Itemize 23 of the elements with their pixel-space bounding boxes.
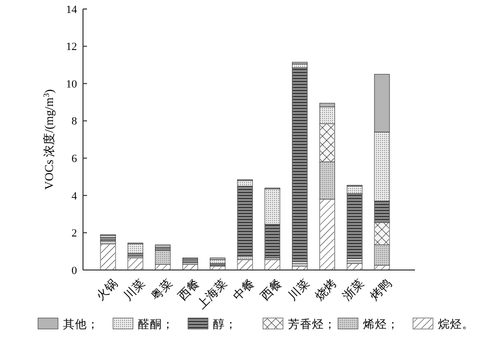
y-tick-label: 4 <box>72 190 78 202</box>
legend-label: 醇； <box>213 317 237 331</box>
x-tick-label: 粤菜 <box>148 276 175 304</box>
x-tick-label: 火锅 <box>93 276 120 304</box>
y-tick-label: 12 <box>66 41 77 54</box>
x-tick-label: 西餐 <box>258 276 284 304</box>
legend-label: 烷烃。 <box>438 318 474 331</box>
x-tick-label: 中餐 <box>230 276 258 304</box>
legend-label: 烯烃； <box>363 318 399 331</box>
y-tick-label: 10 <box>66 78 78 90</box>
y-tick-label: 6 <box>72 152 78 165</box>
y-tick-label: 8 <box>72 116 78 128</box>
legend-label: 芳香烃； <box>288 318 336 331</box>
x-tick-label: 川菜 <box>284 276 312 304</box>
x-tick-label: 浙菜 <box>340 276 367 304</box>
y-tick-label: 0 <box>72 264 78 277</box>
x-tick-label: 烤鸭 <box>367 276 394 304</box>
legend-label: 其他； <box>63 318 99 331</box>
x-tick-label: 川菜 <box>120 276 148 304</box>
y-tick-label: 2 <box>72 228 77 240</box>
legend-label: 醛酮； <box>138 318 174 331</box>
y-tick-label: 14 <box>66 4 78 16</box>
x-tick-label: 烧烤 <box>312 276 340 304</box>
